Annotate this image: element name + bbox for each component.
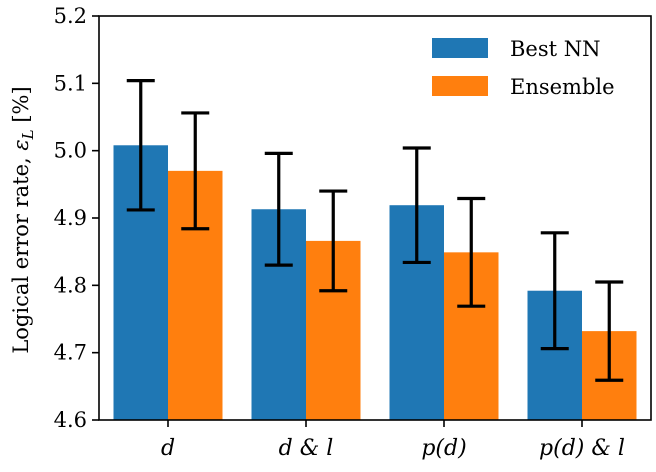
y-tick-label: 5.1 (54, 71, 87, 95)
x-tick-label: d (161, 436, 175, 461)
y-tick-label: 4.6 (54, 408, 87, 432)
y-axis: 4.6 4.7 4.8 4.9 5.0 5.1 5.2 (54, 4, 99, 432)
bars-layer (113, 145, 637, 420)
y-axis-label-main: Logical error rate, (9, 151, 33, 354)
y-axis-label: Logical error rate, εL [%] (9, 86, 37, 353)
y-tick-label: 5.2 (54, 4, 87, 28)
y-axis-label-symbol: ε (9, 139, 33, 150)
y-axis-label-unit: [%] (9, 86, 33, 129)
legend-swatch-ensemble (432, 76, 488, 96)
y-tick-label: 5.0 (54, 139, 87, 163)
errorbars-layer (126, 79, 624, 382)
x-axis: d d & l p(d) p(d) & l (161, 420, 625, 461)
legend-label-best-nn: Best NN (510, 37, 601, 61)
legend-label-ensemble: Ensemble (510, 75, 615, 99)
y-tick-label: 4.7 (54, 341, 87, 365)
legend: Best NN Ensemble (432, 37, 615, 99)
y-tick-label: 4.8 (54, 273, 87, 297)
x-tick-label: d & l (279, 436, 334, 461)
x-tick-label: p(d) (421, 436, 466, 461)
y-axis-label-subscript: L (19, 129, 37, 140)
y-tick-label: 4.9 (54, 206, 87, 230)
legend-swatch-best-nn (432, 38, 488, 58)
x-tick-label: p(d) & l (539, 436, 625, 461)
